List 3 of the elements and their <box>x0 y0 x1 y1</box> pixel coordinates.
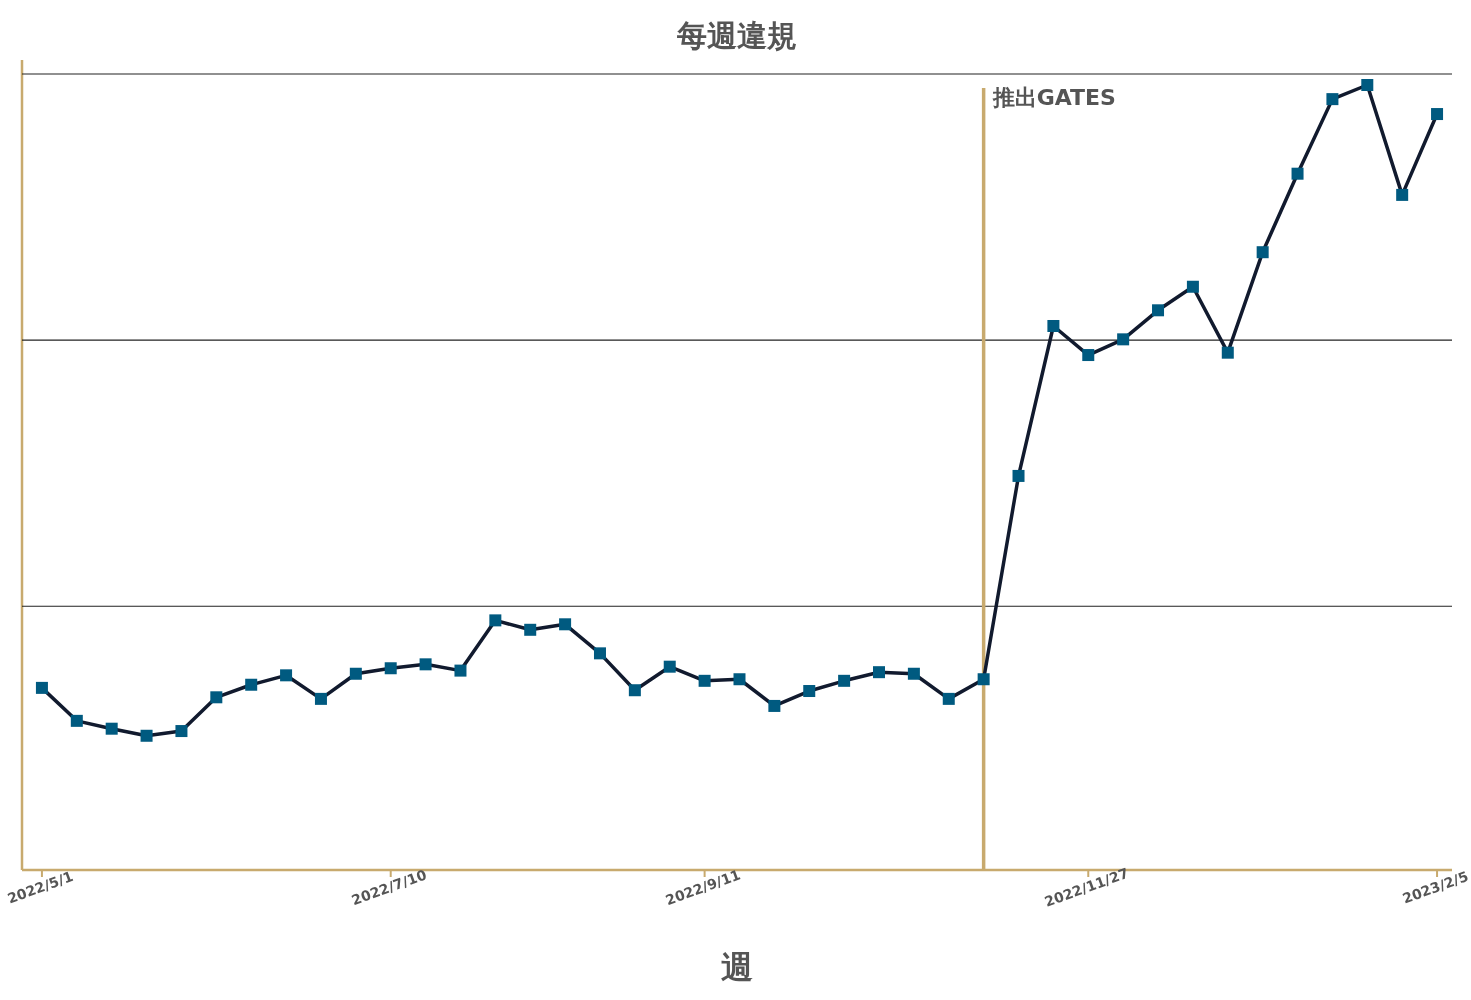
xlabel: 週 <box>721 948 753 986</box>
title: 每週違規 <box>677 18 797 53</box>
ref-line-label: 推出GATES <box>991 85 1116 110</box>
